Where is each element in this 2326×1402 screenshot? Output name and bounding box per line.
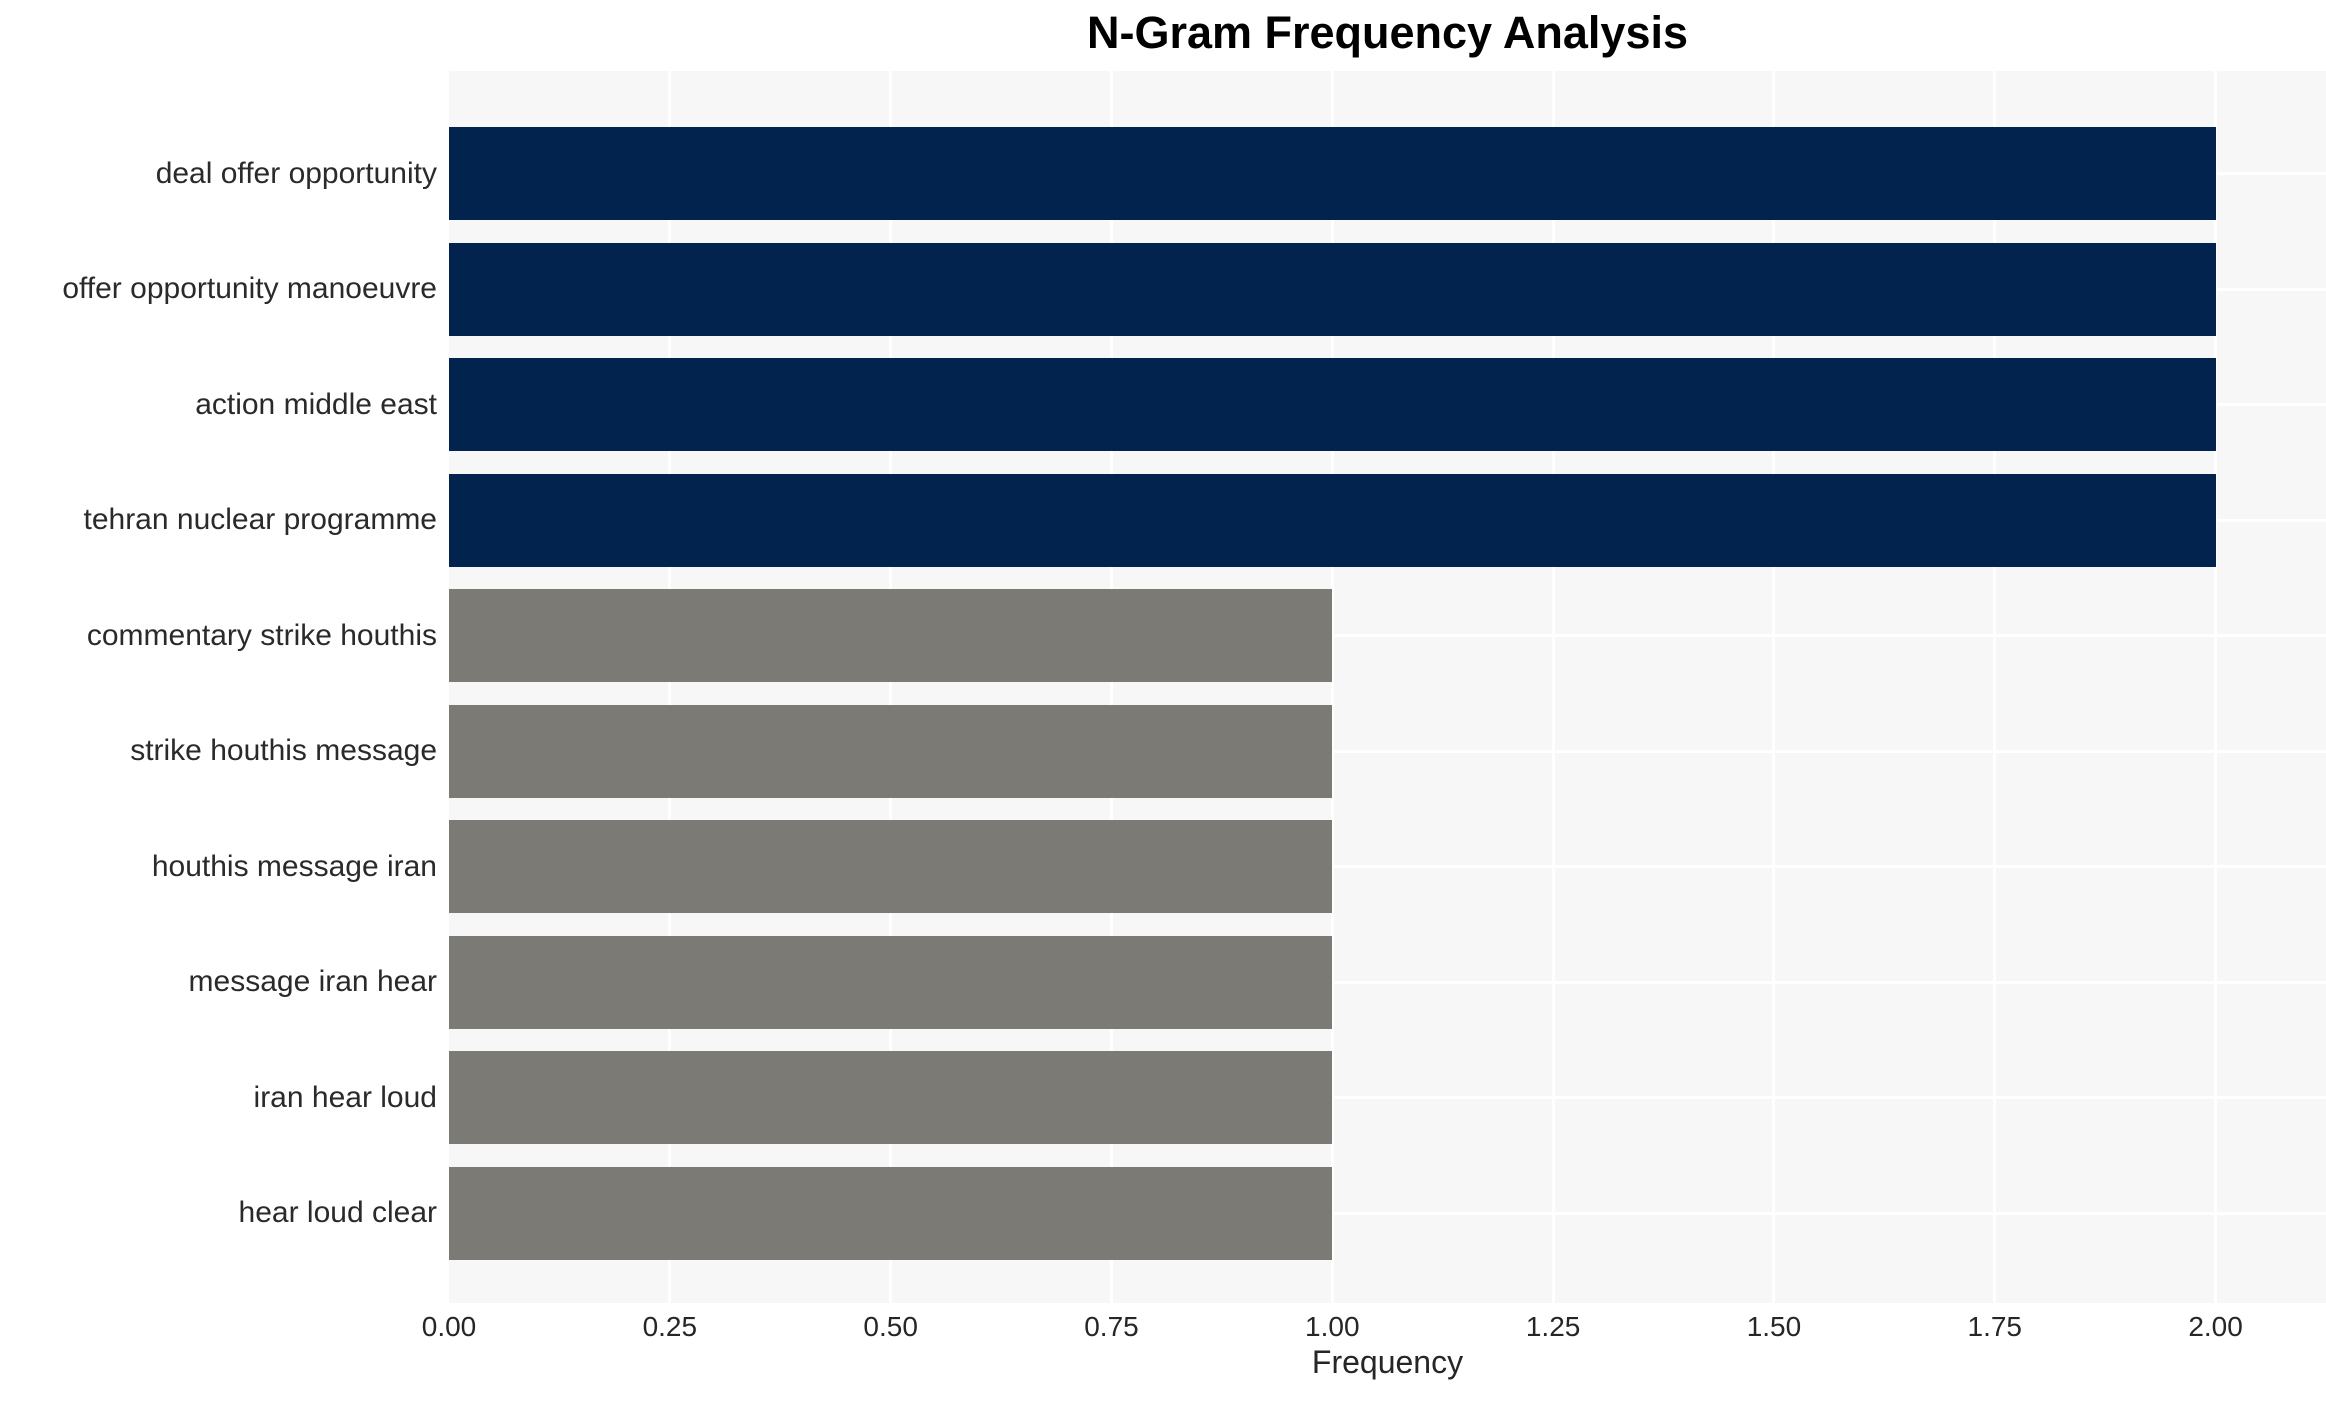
x-tick-label: 1.50 — [1746, 1311, 1802, 1342]
y-tick-label: strike houthis message — [130, 734, 437, 768]
bar — [449, 473, 2216, 567]
x-axis-title: Frequency — [1311, 1344, 1464, 1380]
y-tick-label: tehran nuclear programme — [83, 503, 437, 537]
bar — [449, 820, 1333, 914]
x-tick-label: 0.50 — [863, 1311, 918, 1342]
vertical-gridline — [1109, 71, 1113, 1303]
bar — [449, 589, 1333, 683]
vertical-gridline — [889, 71, 893, 1303]
y-tick-label: deal offer opportunity — [155, 156, 437, 190]
bar — [449, 1051, 1333, 1145]
x-tick-label: 2.00 — [2188, 1311, 2243, 1342]
y-tick-label: offer opportunity manoeuvre — [62, 272, 437, 306]
y-tick-label: houthis message iran — [151, 849, 437, 883]
x-tick-label: 1.75 — [1967, 1311, 2023, 1342]
vertical-gridline — [2214, 71, 2218, 1303]
bar — [449, 127, 2216, 221]
horizontal-gridline — [449, 749, 2326, 753]
x-tick-label: 0.75 — [1084, 1311, 1139, 1342]
x-tick-label: 1.25 — [1525, 1311, 1581, 1342]
bar — [449, 704, 1333, 798]
x-axis-ticks: 0.00 0.25 0.50 0.75 1.00 1.25 1.50 1.75 2.00 — [422, 1311, 2326, 1347]
x-tick-label: 1.00 — [1305, 1311, 1360, 1342]
horizontal-gridline — [449, 865, 2326, 869]
y-tick-label: commentary strike houthis — [86, 618, 437, 652]
bar — [449, 1166, 1333, 1260]
bar — [449, 358, 2216, 452]
plot-area — [449, 71, 2326, 1303]
vertical-gridline — [668, 71, 672, 1303]
vertical-gridline — [1330, 71, 1334, 1303]
vertical-gridline — [1993, 71, 1997, 1303]
y-tick-label: message iran hear — [188, 965, 437, 999]
x-tick-label: 0.00 — [421, 1311, 477, 1342]
bar — [449, 935, 1333, 1029]
vertical-gridline — [1772, 71, 1776, 1303]
chart-title: N-Gram Frequency Analysis — [1086, 7, 1689, 58]
horizontal-gridline — [449, 1211, 2326, 1215]
y-tick-label: action middle east — [195, 387, 437, 421]
x-tick-label: 0.25 — [642, 1311, 698, 1342]
bar — [449, 242, 2216, 336]
horizontal-gridline — [449, 980, 2326, 984]
horizontal-gridline — [449, 634, 2326, 638]
horizontal-gridline — [449, 1096, 2326, 1100]
y-tick-label: hear loud clear — [238, 1196, 437, 1230]
vertical-gridline — [1551, 71, 1555, 1303]
y-tick-label: iran hear loud — [253, 1080, 437, 1114]
